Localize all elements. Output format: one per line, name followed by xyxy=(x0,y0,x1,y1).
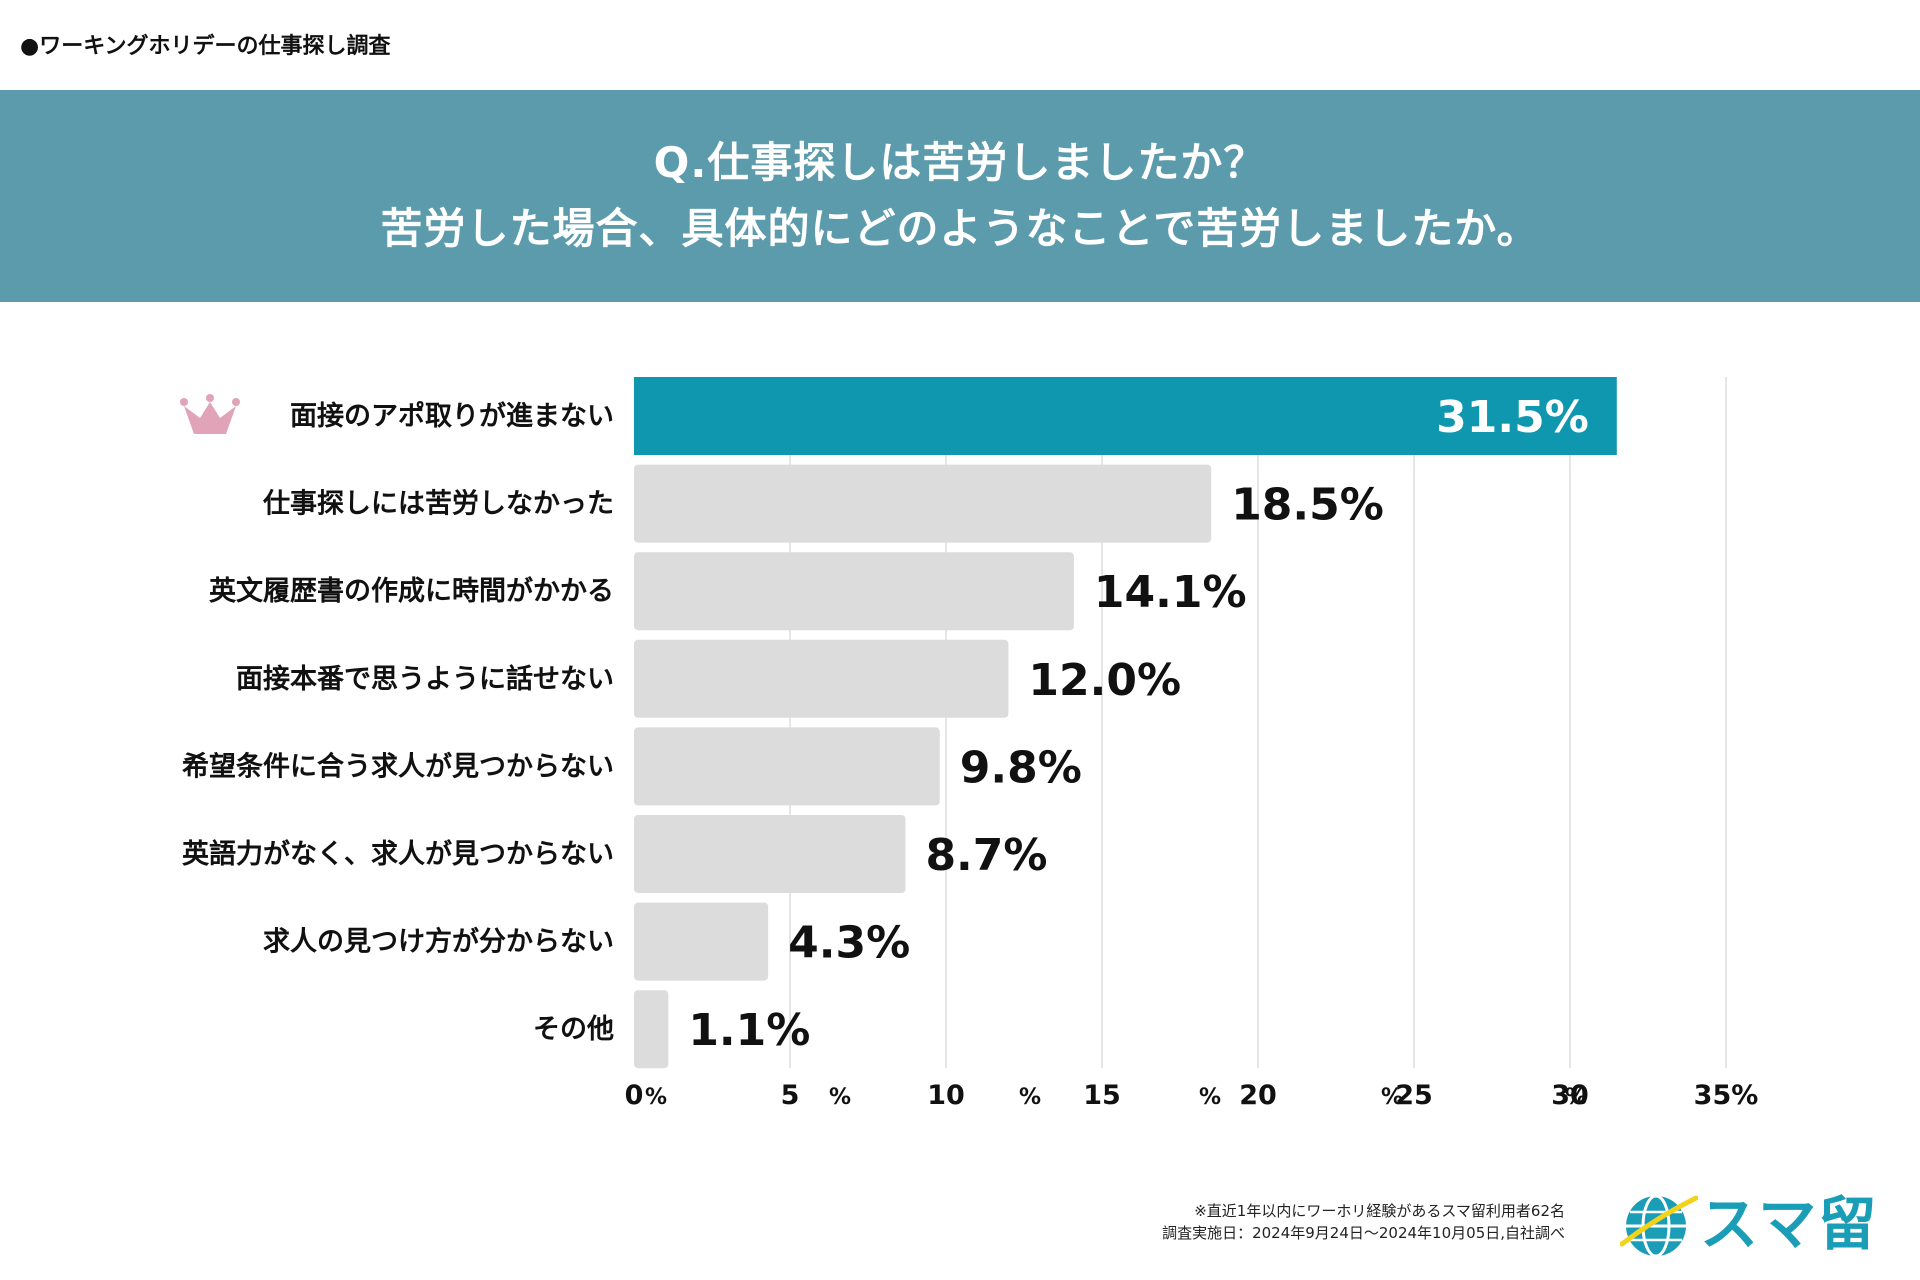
value-label: 31.5% xyxy=(1436,392,1589,443)
bar xyxy=(634,377,1617,455)
survey-label: ●ワーキングホリデーの仕事探し調査 xyxy=(20,34,391,59)
value-label: 12.0% xyxy=(1028,655,1181,706)
category-label: その他 xyxy=(533,1014,614,1045)
category-label: 英語力がなく、求人が見つからない xyxy=(182,838,614,870)
globe-icon xyxy=(1619,1194,1699,1258)
x-tick-label: 15 xyxy=(1083,1080,1121,1111)
x-tick-label: 20 xyxy=(1239,1080,1277,1111)
bar xyxy=(634,727,940,806)
crown-dot xyxy=(232,398,240,406)
value-label: 8.7% xyxy=(925,830,1047,881)
category-label: 希望条件に合う求人が見つからない xyxy=(182,750,614,782)
x-tick-label: 5 xyxy=(781,1080,800,1111)
bar xyxy=(634,902,769,981)
value-label: 1.1% xyxy=(688,1005,810,1056)
x-unit-mark: % xyxy=(1381,1085,1403,1110)
question-line-2: 苦労した場合、具体的にどのようなことで苦労しましたか。 xyxy=(380,204,1540,253)
question-banner: Q.仕事探しは苦労しましたか？ 苦労した場合、具体的にどのようなことで苦労しまし… xyxy=(0,90,1920,302)
x-tick-label: 30 xyxy=(1551,1080,1589,1111)
value-label: 9.8% xyxy=(960,742,1082,793)
category-label: 仕事探しには苦労しなかった xyxy=(262,489,614,520)
x-tick-label: 25 xyxy=(1395,1080,1433,1111)
logo: スマ留 xyxy=(1619,1188,1890,1260)
bar xyxy=(634,815,906,893)
footnote-line-1: ※直近1年以内にワーホリ経験があるスマ留利用者62名 xyxy=(1194,1202,1565,1220)
category-label: 面接本番で思うように話せない xyxy=(236,663,614,695)
question-line-1: Q.仕事探しは苦労しましたか？ xyxy=(653,138,1267,187)
bar xyxy=(634,639,1009,718)
logo-text: スマ留 xyxy=(1700,1190,1879,1258)
category-label: 求人の見つけ方が分からない xyxy=(263,926,614,958)
x-unit-mark: % xyxy=(1199,1085,1221,1110)
x-unit-mark: % xyxy=(645,1085,667,1110)
x-unit-mark: % xyxy=(1019,1085,1041,1110)
category-label: 面接のアポ取りが進まない xyxy=(290,400,614,432)
x-tick-label: 10 xyxy=(927,1080,965,1111)
crown-icon xyxy=(184,402,236,434)
footnote: ※直近1年以内にワーホリ経験があるスマ留利用者62名 調査実施日：2024年9月… xyxy=(1162,1200,1565,1244)
crown-dot xyxy=(180,398,188,406)
footnote-line-2: 調査実施日：2024年9月24日〜2024年10月05日,自社調べ xyxy=(1162,1224,1565,1242)
bar xyxy=(634,990,669,1069)
x-tick-label: 0 xyxy=(625,1080,644,1111)
bar xyxy=(634,464,1212,543)
bar xyxy=(634,552,1074,631)
category-label: 英文履歴書の作成に時間がかかる xyxy=(209,575,614,607)
value-label: 18.5% xyxy=(1231,480,1384,531)
x-unit-mark: % xyxy=(1565,1085,1587,1110)
value-label: 14.1% xyxy=(1094,567,1247,618)
x-unit-mark: % xyxy=(829,1085,851,1110)
x-tick-label: 35% xyxy=(1694,1080,1759,1111)
crown-dot xyxy=(206,394,214,402)
value-label: 4.3% xyxy=(788,918,910,969)
